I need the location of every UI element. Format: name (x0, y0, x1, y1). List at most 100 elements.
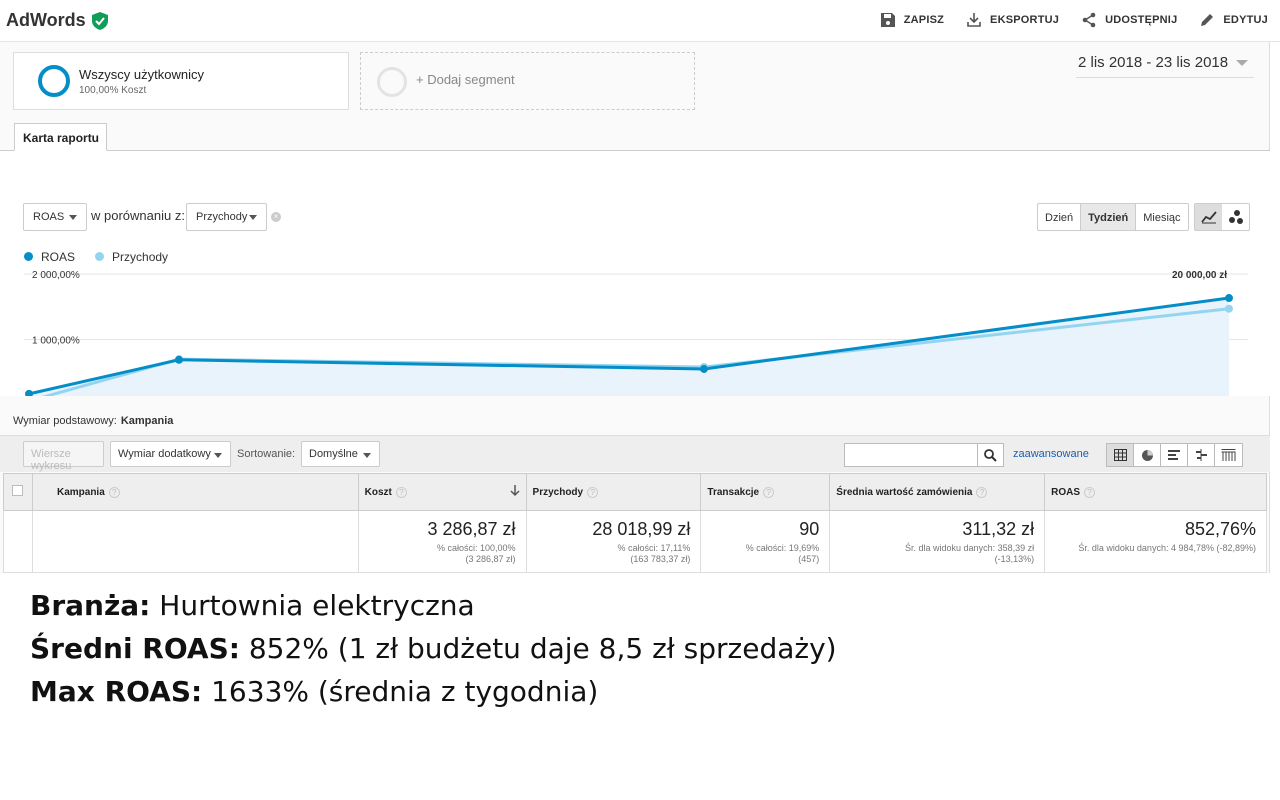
segment-all-users[interactable]: Wszyscy użytkownicy 100,00% Koszt (13, 52, 349, 110)
column-label: Średnia wartość zamówienia (836, 486, 973, 498)
column-label: Transakcje (707, 486, 760, 498)
chart-type-selector (1194, 203, 1250, 231)
legend-dot-icon (95, 252, 105, 261)
add-segment-label: + Dodaj segment (416, 72, 515, 87)
column-header-roas[interactable]: ROAS? (1044, 473, 1267, 511)
advanced-filter-link[interactable]: zaawansowane (1013, 448, 1089, 460)
grid-icon (1113, 449, 1127, 461)
search-icon (984, 448, 997, 462)
primary-dimension-label: Wymiar podstawowy: (13, 415, 117, 427)
primary-dimension-value[interactable]: Kampania (120, 415, 174, 427)
comparison-view-button[interactable] (1188, 444, 1215, 466)
roas-data-point (175, 355, 183, 364)
chevron-down-icon (1236, 60, 1248, 66)
line-chart-button[interactable] (1195, 204, 1222, 230)
total-share: Śr. dla widoku danych: 4 984,78% (-82,89… (1078, 543, 1256, 553)
chart-panel: ROAS w porównaniu z: Przychody × Dzień T… (0, 151, 1270, 396)
help-icon[interactable]: ? (108, 486, 120, 498)
search-button[interactable] (977, 444, 1003, 466)
chart-legend: ROAS Przychody (24, 250, 168, 264)
bar-chart-icon (1167, 450, 1180, 460)
metric2-dropdown[interactable]: Przychody (186, 203, 267, 231)
share-label: UDOSTĘPNIJ (1105, 14, 1178, 26)
secondary-dimension-label: Wymiar dodatkowy (118, 448, 211, 460)
motion-chart-button[interactable] (1222, 204, 1249, 230)
tab-label: Karta raportu (23, 131, 100, 145)
save-label: ZAPISZ (903, 14, 945, 26)
totals-cell-transactions: 90 % całości: 19,69% (457) (700, 510, 831, 573)
total-value: 852,76% (1184, 519, 1256, 539)
report-area: Wszyscy użytkownicy 100,00% Koszt + Doda… (0, 42, 1270, 573)
total-value: 28 018,99 zł (592, 519, 691, 539)
export-icon (967, 13, 981, 27)
pie-view-button[interactable] (1134, 444, 1161, 466)
remove-comparison-icon[interactable]: × (271, 212, 281, 222)
pivot-view-button[interactable] (1215, 444, 1242, 466)
save-icon (880, 13, 895, 27)
roas-data-point (700, 364, 708, 373)
total-absolute: (457) (798, 554, 820, 564)
help-icon[interactable]: ? (587, 486, 599, 498)
sort-value: Domyślne (309, 448, 358, 460)
roas-data-point (1225, 294, 1233, 303)
performance-view-button[interactable] (1161, 444, 1188, 466)
period-day-button[interactable]: Dzień (1038, 204, 1082, 230)
column-label: Kampania (56, 486, 105, 498)
sort-dropdown[interactable]: Domyślne (301, 441, 380, 467)
add-segment-button[interactable]: + Dodaj segment (360, 52, 695, 110)
total-absolute: (-13,13%) (994, 554, 1035, 564)
table-view-selector (1106, 443, 1243, 467)
column-header-campaign[interactable]: Kampania? (31, 473, 359, 511)
metric1-dropdown[interactable]: ROAS (23, 203, 87, 231)
help-icon[interactable]: ? (763, 486, 775, 498)
date-range-picker[interactable]: 2 lis 2018 - 23 lis 2018 (1076, 54, 1254, 78)
legend-item-roas[interactable]: ROAS (24, 250, 75, 264)
totals-cell-roas: 852,76% Śr. dla widoku danych: 4 984,78%… (1044, 510, 1267, 573)
data-table-view-button[interactable] (1107, 444, 1134, 466)
primary-dimension: Wymiar podstawowy: Kampania (13, 415, 173, 427)
metric1-value: ROAS (33, 211, 65, 223)
edit-button[interactable]: EDYTUJ (1199, 12, 1268, 28)
roas-data-point (25, 389, 33, 396)
tab-divider (0, 150, 1270, 151)
chevron-down-icon (363, 453, 371, 458)
chevron-down-icon (214, 453, 222, 458)
select-all-checkbox[interactable] (12, 485, 24, 496)
export-button[interactable]: EKSPORTUJ (966, 12, 1059, 28)
table-toolbar: Wiersze wykresu Wymiar dodatkowy Sortowa… (0, 435, 1270, 472)
chevron-down-icon (249, 215, 257, 220)
segment-ring-icon (38, 65, 70, 97)
bubble-chart-icon (1228, 210, 1243, 224)
data-table: Kampania? Koszt? Przychody? Transakcje? … (3, 473, 1267, 573)
share-button[interactable]: UDOSTĘPNIJ (1081, 12, 1177, 28)
total-value: 311,32 zł (962, 519, 1035, 539)
verified-shield-icon (91, 11, 108, 30)
search-input[interactable] (845, 444, 975, 466)
table-search (844, 443, 1004, 467)
help-icon[interactable]: ? (976, 486, 988, 498)
secondary-dimension-dropdown[interactable]: Wymiar dodatkowy (110, 441, 231, 467)
segment-title: Wszyscy użytkownicy (79, 67, 204, 82)
help-icon[interactable]: ? (395, 486, 407, 498)
period-month-button[interactable]: Miesiąc (1143, 212, 1181, 224)
legend-label: ROAS (41, 250, 76, 264)
totals-campaign-cell (31, 510, 359, 573)
sort-descending-icon (510, 485, 520, 497)
column-header-avg-order-value[interactable]: Średnia wartość zamówienia? (829, 473, 1046, 511)
date-range-label: 2 lis 2018 - 23 lis 2018 (1078, 54, 1229, 71)
legend-item-revenue[interactable]: Przychody (95, 250, 168, 264)
column-label: Przychody (532, 486, 584, 498)
pie-chart-icon (1141, 449, 1153, 461)
column-header-revenue[interactable]: Przychody? (525, 473, 702, 511)
table-header-row: Kampania? Koszt? Przychody? Transakcje? … (3, 473, 1267, 511)
plot-rows-button[interactable]: Wiersze wykresu (23, 441, 104, 472)
help-icon[interactable]: ? (1084, 486, 1096, 498)
tab-report-card[interactable]: Karta raportu (14, 123, 107, 151)
line-chart: 1 000,00%2 000,00%10 000,00 zł20 000,00 … (24, 270, 1248, 396)
column-header-transactions[interactable]: Transakcje? (700, 473, 831, 511)
column-header-cost[interactable]: Koszt? (357, 473, 527, 511)
save-button[interactable]: ZAPISZ (880, 12, 944, 28)
total-share: % całości: 17,11% (617, 543, 691, 553)
period-week-button[interactable]: Tydzień (1081, 204, 1137, 230)
metric2-value: Przychody (196, 211, 248, 223)
